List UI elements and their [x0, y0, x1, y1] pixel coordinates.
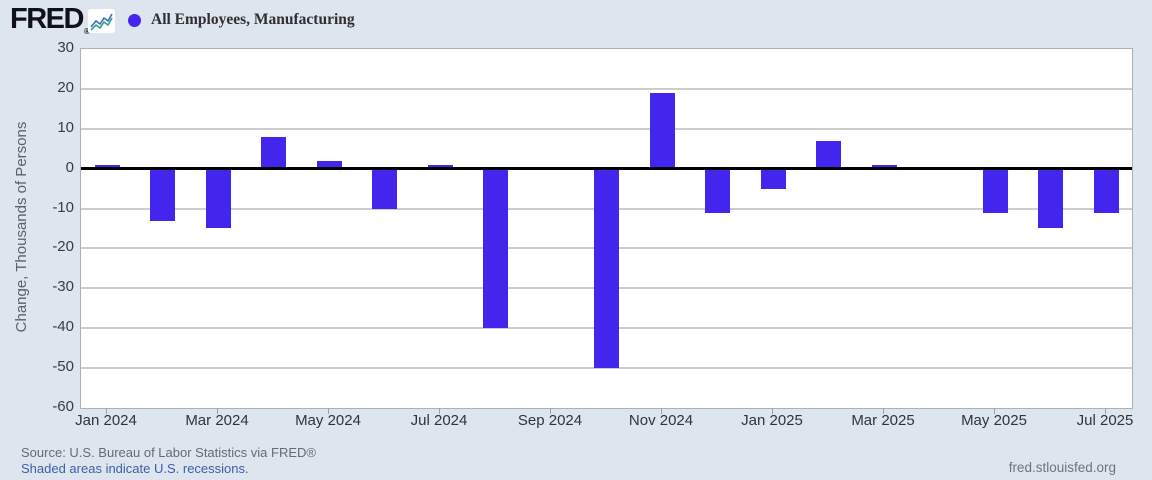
chart-legend: All Employees, Manufacturing — [128, 11, 355, 29]
x-tick-mark — [106, 408, 107, 414]
y-tick-label: 20 — [57, 78, 74, 96]
y-tick-label: -20 — [52, 238, 74, 256]
chart-bar — [705, 168, 730, 213]
y-tick-label: -60 — [52, 398, 74, 415]
chart-bar — [649, 92, 675, 169]
gridline — [81, 87, 1132, 90]
x-tick-mark — [772, 408, 773, 414]
x-tick-mark — [661, 408, 662, 414]
chart-bar — [1093, 168, 1119, 213]
site-link[interactable]: fred.stlouisfed.org — [1008, 460, 1116, 475]
recessions-link[interactable]: Shaded areas indicate U.S. recessions. — [21, 461, 249, 476]
x-tick-label: Sep 2024 — [517, 412, 583, 429]
chart-bar — [483, 168, 508, 329]
chart-bar — [871, 164, 897, 169]
x-tick-mark — [217, 408, 218, 414]
chart-bar — [427, 164, 453, 169]
chart-bar — [982, 168, 1008, 213]
gridline — [81, 367, 1132, 370]
legend-marker-dot — [128, 13, 141, 27]
registered-mark: ® — [83, 27, 90, 36]
chart-bar — [1038, 168, 1063, 229]
sparkline-icon — [90, 13, 113, 31]
x-tick-label: Mar 2025 — [851, 412, 915, 429]
x-tick-label: Mar 2024 — [185, 412, 249, 429]
y-tick-label: 0 — [65, 158, 74, 176]
x-tick-label: Jul 2024 — [410, 412, 468, 429]
x-tick-label: May 2025 — [961, 412, 1027, 429]
plot-area — [80, 48, 1133, 409]
chart-line-icon — [88, 9, 115, 33]
fred-logo-text: FRED — [10, 3, 84, 35]
zero-line — [81, 167, 1132, 171]
x-tick-label: Jan 2025 — [741, 412, 803, 429]
fred-logo: FRED® — [10, 3, 90, 36]
x-tick-label: May 2024 — [295, 412, 361, 429]
x-tick-mark — [439, 408, 440, 414]
legend-series-label: All Employees, Manufacturing — [151, 11, 355, 28]
x-tick-mark — [1105, 408, 1106, 414]
x-tick-mark — [994, 408, 995, 414]
y-tick-label: -10 — [52, 198, 74, 216]
chart-bar — [816, 140, 841, 169]
chart-bar — [261, 136, 286, 169]
x-tick-label: Nov 2024 — [628, 412, 694, 429]
chart-bar — [94, 164, 120, 169]
y-axis-title: Change, Thousands of Persons — [13, 121, 30, 333]
gridline — [81, 127, 1132, 130]
y-tick-label: -40 — [52, 318, 74, 336]
chart-bar — [594, 168, 619, 369]
y-tick-label: -50 — [52, 358, 74, 376]
chart-bar — [205, 168, 231, 229]
y-tick-label: -30 — [52, 278, 74, 296]
y-tick-label: 30 — [57, 39, 74, 56]
x-tick-mark — [883, 408, 884, 414]
x-tick-label: Jul 2025 — [1076, 412, 1134, 429]
x-tick-label: Jan 2024 — [75, 412, 137, 429]
chart-bar — [316, 160, 342, 169]
source-note: Source: U.S. Bureau of Labor Statistics … — [21, 445, 316, 460]
chart-bar — [760, 168, 786, 189]
x-tick-mark — [328, 408, 329, 414]
x-tick-mark — [550, 408, 551, 414]
y-tick-label: 10 — [57, 118, 74, 136]
chart-bar — [150, 168, 175, 221]
chart-bar — [372, 168, 397, 209]
